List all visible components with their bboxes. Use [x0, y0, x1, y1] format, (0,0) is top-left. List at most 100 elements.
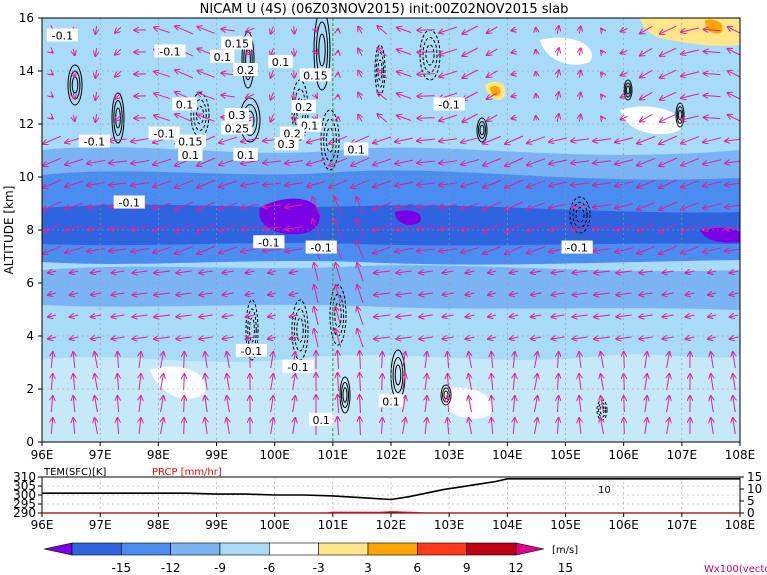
contour-label: 0.15: [225, 38, 250, 51]
contour-label-bg: [46, 28, 78, 42]
contour-label: -0.1: [566, 242, 587, 255]
sfc-x-tick-label: 107E: [667, 518, 698, 532]
sfc-right-tick-label: 15: [747, 470, 762, 484]
colorbar-segment: [219, 542, 270, 556]
x-tick-label: 106E: [608, 448, 639, 462]
sfc-x-tick-label: 96E: [31, 518, 54, 532]
colorbar-label: 6: [414, 561, 422, 575]
contour-label: -0.1: [310, 242, 331, 255]
precip-line: [42, 511, 740, 513]
sfc-left-tick-label: 295: [13, 497, 36, 511]
contour-label-bg: [174, 134, 206, 148]
contour-label: -0.1: [241, 345, 262, 358]
contour-label: 0.1: [301, 120, 319, 133]
colorbar-segment: [269, 542, 319, 556]
contour-label-bg: [148, 126, 180, 140]
main-grid: [42, 18, 740, 442]
contour-label: 0.2: [237, 64, 255, 77]
contour-label: -0.1: [159, 45, 180, 58]
colorbar-label: -3: [313, 561, 325, 575]
colorbar-max-arrow: [515, 542, 545, 556]
main-y-ticks: 0 2 4 6 8 10 12 14 16: [19, 11, 42, 449]
sfc-x-tick-label: 103E: [434, 518, 465, 532]
colorbar-label: -15: [112, 561, 132, 575]
contour-label: 0.1: [176, 98, 194, 111]
sfc-x-tick-label: 100E: [259, 518, 290, 532]
contour-label: 0.1: [182, 149, 200, 162]
y-tick-label: 16: [19, 11, 34, 25]
contour-label-bg: [561, 240, 593, 254]
y-tick-label: 0: [26, 435, 34, 449]
y-tick-label: 14: [19, 64, 34, 78]
contour-label-bg: [282, 359, 314, 373]
x-tick-label: 104E: [492, 448, 523, 462]
contour-label: 0.15: [178, 136, 203, 149]
y-tick-label: 10: [19, 170, 34, 184]
sfc-temp-line: [42, 478, 740, 501]
white-patch-3: [620, 106, 682, 135]
contour-label: 0.1: [214, 51, 232, 64]
sfc-x-tick-label: 105E: [550, 518, 581, 532]
x-tick-label: 108E: [725, 448, 756, 462]
contour-label-bg: [172, 97, 197, 111]
sfc-left-tick-label: 310: [13, 470, 36, 484]
sfc-right-tick-label: 10: [747, 482, 762, 496]
y-axis-label: ALTITUDE [km]: [2, 186, 16, 275]
contour-label-bg: [299, 68, 331, 82]
chart-title: NICAM U (4S) (06Z03NOV2015) init:00Z02NO…: [200, 2, 569, 17]
colorbar-label: 15: [558, 561, 573, 575]
colorbar-segment: [367, 542, 418, 556]
sfc-x-tick-label: 99E: [205, 518, 228, 532]
x-tick-label: 107E: [667, 448, 698, 462]
contour-label-bg: [274, 137, 299, 151]
x-tick-label: 103E: [434, 448, 465, 462]
contour-labels: -0.10.15-0.1 0.10.20.10.150.20.10.30.25 0.…: [46, 28, 593, 427]
sfc-x-tick-label: 108E: [725, 518, 756, 532]
y-tick-label: 4: [26, 329, 34, 343]
x-tick-label: 97E: [89, 448, 112, 462]
y-tick-label: 8: [26, 223, 34, 237]
surface-grid: [42, 477, 740, 513]
pos-patch-orange-mid: [490, 86, 501, 96]
contour-label-bg: [224, 108, 250, 122]
y-tick-label: 12: [19, 117, 34, 131]
sfc-left-tick-label: 305: [13, 479, 36, 493]
colorbar-label: 9: [463, 561, 471, 575]
contour-label: 0.1: [347, 144, 365, 157]
sfc-right-tick-label: 0: [747, 506, 755, 520]
contour-label: -0.1: [153, 128, 174, 141]
x-tick-label: 101E: [318, 448, 349, 462]
colorbar-min-arrow: [43, 542, 73, 556]
surface-x-ticks: 96E 97E 98E 99E 100E 101E 102E 103E 104E 105E 106E…: [31, 513, 756, 532]
core-minus15-b: [395, 210, 421, 225]
contour-label-bg: [233, 63, 258, 76]
contour-label-bg: [305, 240, 337, 254]
precip-legend: PRCP [mm/hr]: [152, 467, 222, 478]
x-tick-label: 102E: [376, 448, 407, 462]
contour-label: -0.1: [52, 30, 73, 43]
colorbar-segment: [71, 542, 122, 556]
contour-label-bg: [221, 36, 253, 50]
contour-label: -0.1: [287, 361, 308, 374]
colorbar-segment: [121, 542, 171, 556]
colorbar-segment: [417, 542, 467, 556]
contour-label-bg: [343, 142, 369, 156]
contour-label: 0.1: [272, 56, 290, 69]
y-tick-label: 2: [26, 382, 34, 396]
contour-label: 0.2: [295, 101, 313, 114]
contour-label: -0.1: [84, 136, 105, 149]
contour-label: 0.25: [225, 122, 250, 135]
contour-label: -0.1: [119, 197, 140, 210]
core-minus15-a: [259, 198, 320, 235]
contour-label-bg: [253, 235, 285, 249]
x-tick-label: 99E: [205, 448, 228, 462]
contour-label: 0.3: [278, 138, 296, 151]
x-tick-label: 96E: [31, 448, 54, 462]
white-patch-4: [540, 37, 592, 65]
contour-label: 0.1: [382, 395, 400, 408]
x-tick-label: 100E: [259, 448, 290, 462]
sfc-right-tick-label: 5: [747, 494, 755, 508]
colorbar-label: 3: [364, 561, 372, 575]
sfc-x-tick-label: 101E: [318, 518, 349, 532]
